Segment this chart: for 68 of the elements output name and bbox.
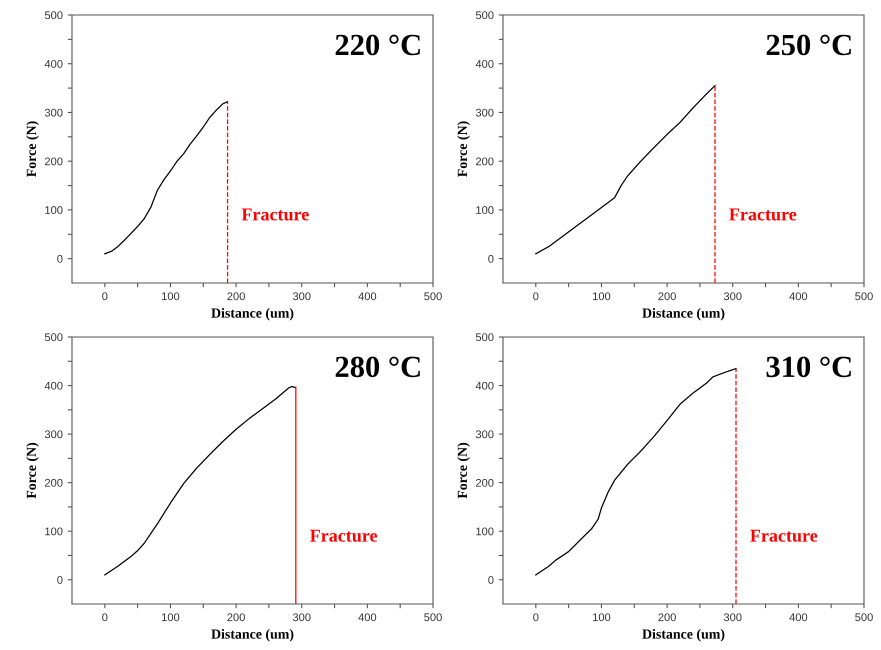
- y-tick-label: 500: [44, 333, 63, 342]
- x-tick-label: 400: [789, 292, 808, 300]
- x-tick-label: 100: [593, 292, 610, 300]
- x-tick-label: 500: [855, 292, 873, 300]
- x-tick-label: 300: [292, 292, 311, 300]
- y-tick-label: 200: [44, 478, 63, 487]
- x-tick-label: 400: [358, 613, 376, 622]
- x-axis-title: Distance (um): [211, 628, 294, 642]
- y-tick-label: 500: [476, 11, 494, 20]
- y-tick-label: 300: [476, 430, 494, 438]
- x-tick-label: 200: [658, 292, 676, 300]
- y-axis-title: Force (N): [457, 442, 470, 498]
- y-tick-label: 400: [44, 382, 63, 390]
- chart-title: 220 °C: [336, 34, 420, 56]
- line-series: [104, 386, 296, 576]
- y-tick-label: 300: [44, 108, 63, 117]
- y-tick-label: 100: [476, 206, 494, 214]
- x-tick-label: 200: [227, 613, 245, 622]
- x-tick-label: 300: [292, 613, 311, 622]
- x-tick-label: 200: [227, 292, 245, 300]
- y-tick-label: 200: [476, 478, 494, 487]
- x-tick-label: 400: [358, 292, 376, 300]
- x-tick-label: 500: [424, 613, 442, 622]
- x-tick-label: 0: [533, 292, 538, 300]
- y-tick-label: 0: [57, 254, 63, 263]
- x-tick-label: 100: [162, 613, 180, 622]
- chart-title: 250 °C: [766, 34, 851, 56]
- y-tick-label: 100: [45, 206, 63, 214]
- annotation: Fracture: [750, 530, 818, 542]
- y-tick-label: 400: [476, 60, 494, 68]
- chart-title: 280 °C: [336, 356, 420, 378]
- x-tick-label: 300: [724, 613, 742, 622]
- x-axis-title: Distance (um): [642, 628, 724, 642]
- y-axis-title: Force (N): [26, 121, 39, 177]
- y-tick-label: 200: [476, 157, 494, 166]
- y-tick-label: 200: [44, 157, 63, 166]
- x-tick-label: 100: [593, 613, 610, 622]
- x-tick-label: 0: [533, 613, 538, 622]
- y-tick-label: 400: [476, 382, 494, 390]
- y-tick-label: 100: [476, 527, 494, 536]
- x-tick-label: 0: [102, 292, 108, 300]
- y-tick-label: 500: [476, 333, 494, 342]
- annotation: Fracture: [242, 208, 309, 221]
- x-tick-label: 300: [724, 292, 742, 300]
- y-tick-label: 100: [45, 527, 63, 536]
- y-tick-label: 300: [476, 108, 494, 117]
- y-tick-label: 500: [44, 11, 63, 20]
- x-axis-title: Distance (um): [642, 308, 724, 321]
- line-series: [535, 85, 716, 254]
- y-tick-label: 0: [488, 254, 494, 263]
- y-tick-label: 400: [44, 60, 63, 68]
- annotation: Fracture: [310, 530, 378, 542]
- y-axis-title: Force (N): [457, 121, 470, 177]
- x-tick-label: 0: [102, 613, 108, 622]
- x-axis-title: Distance (um): [211, 308, 294, 321]
- x-tick-label: 400: [789, 613, 808, 622]
- y-axis-title: Force (N): [26, 442, 39, 498]
- y-tick-label: 0: [57, 576, 63, 584]
- y-tick-label: 0: [488, 576, 494, 584]
- chart-title: 310 °C: [766, 356, 851, 378]
- annotation: Fracture: [729, 208, 796, 221]
- line-series: [535, 368, 737, 576]
- line-series: [104, 101, 228, 254]
- x-tick-label: 200: [658, 613, 676, 622]
- x-tick-label: 100: [162, 292, 180, 300]
- x-tick-label: 500: [424, 292, 442, 300]
- y-tick-label: 300: [44, 430, 63, 438]
- x-tick-label: 500: [855, 613, 873, 622]
